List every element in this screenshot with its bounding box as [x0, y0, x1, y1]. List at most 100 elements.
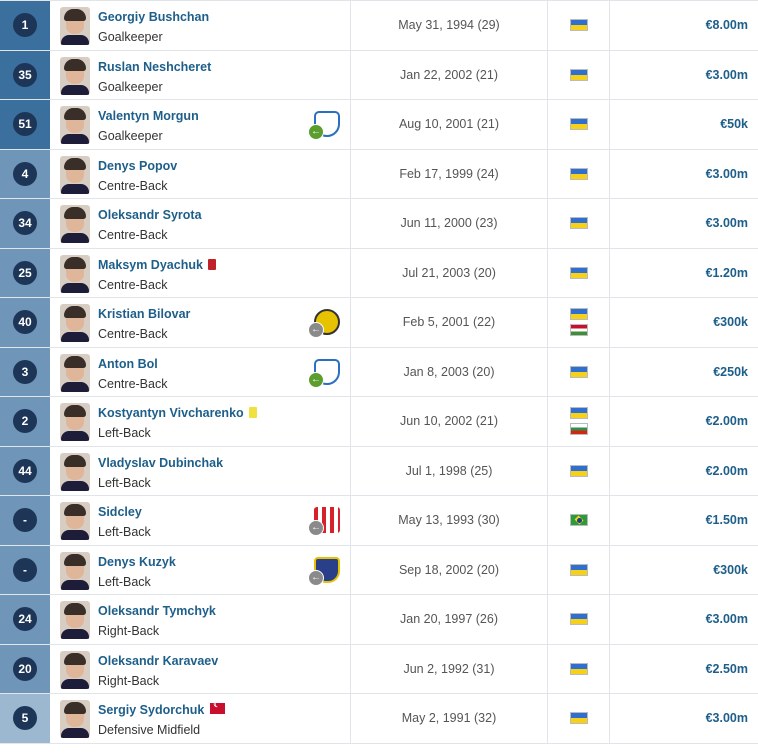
- market-value-link[interactable]: €300k: [713, 315, 748, 330]
- player-photo[interactable]: [60, 254, 90, 293]
- player-photo[interactable]: [60, 601, 90, 639]
- turkey-flag-icon: [210, 700, 226, 714]
- nationality-flag-ua-icon: [569, 217, 588, 230]
- player-position: Centre-Back: [98, 178, 168, 193]
- shirt-number: 5: [13, 706, 37, 731]
- table-row: 35 Ruslan Neshcheret Goalkeeper Jan 22, …: [0, 50, 758, 100]
- player-photo[interactable]: [60, 403, 90, 441]
- market-value-link[interactable]: €8.00m: [705, 18, 748, 33]
- nationality-flag-ua-icon: [569, 19, 588, 32]
- player-name-link[interactable]: Sidcley: [98, 505, 142, 519]
- market-value-link[interactable]: €3.00m: [705, 711, 748, 726]
- shirt-number: 44: [13, 458, 37, 483]
- table-row: 5 Sergiy Sydorchuk Defensive Midfield Ma…: [0, 694, 758, 744]
- player-name-link[interactable]: Denys Kuzyk: [98, 554, 176, 569]
- player-position: Centre-Back: [98, 228, 168, 242]
- club-transfer[interactable]: ←: [308, 309, 344, 339]
- player-name-link[interactable]: Georgiy Bushchan: [98, 10, 210, 24]
- club-transfer[interactable]: ←: [308, 111, 344, 141]
- player-name-link[interactable]: Valentyn Morgun: [98, 109, 199, 123]
- nationality-flag-ua-icon: [569, 167, 588, 180]
- player-photo[interactable]: [60, 106, 90, 144]
- player-name-link[interactable]: Anton Bol: [98, 356, 158, 371]
- market-value-link[interactable]: €3.00m: [705, 216, 748, 231]
- player-photo[interactable]: [60, 650, 90, 689]
- market-value-link[interactable]: €50k: [720, 117, 748, 132]
- player-photo[interactable]: [60, 155, 90, 194]
- nationality-flag-ua-icon: [569, 266, 588, 279]
- player-name-link[interactable]: Vladyslav Dubinchak: [98, 455, 224, 470]
- player-name-link[interactable]: Maksym Dyachuk: [98, 258, 216, 272]
- nationality-cell: [548, 694, 610, 743]
- market-value-link[interactable]: €300k: [713, 562, 748, 577]
- player-photo[interactable]: [60, 205, 90, 243]
- date-of-birth: Jan 22, 2002 (21): [351, 50, 548, 99]
- shirt-number-cell: 5: [0, 694, 50, 743]
- club-transfer[interactable]: ←: [308, 507, 344, 537]
- player-cell: Anton Bol Centre-Back ←: [50, 347, 351, 396]
- loan-arrow-icon: ←: [308, 322, 324, 338]
- table-row: 44 Vladyslav Dubinchak Left-Back Jul 1, …: [0, 446, 758, 496]
- nationality-flag-ua-icon: [569, 118, 588, 131]
- market-value-link[interactable]: €3.00m: [705, 67, 748, 82]
- player-cell: Oleksandr Tymchyk Right-Back: [50, 595, 351, 644]
- loan-arrow-icon: ←: [308, 371, 324, 388]
- market-value-link[interactable]: €250k: [713, 364, 748, 379]
- market-value-link[interactable]: €1.20m: [705, 265, 748, 280]
- date-of-birth: Jun 10, 2002 (21): [351, 397, 548, 446]
- player-photo[interactable]: [60, 700, 90, 738]
- player-name-link[interactable]: Kristian Bilovar: [98, 307, 191, 321]
- club-transfer[interactable]: ←: [308, 556, 344, 587]
- player-photo[interactable]: [60, 551, 90, 590]
- player-name-link[interactable]: Ruslan Neshcheret: [98, 59, 212, 74]
- player-photo[interactable]: [60, 502, 90, 540]
- player-name-link[interactable]: Oleksandr Tymchyk: [98, 604, 216, 618]
- shirt-number: 34: [13, 211, 37, 236]
- player-photo[interactable]: [60, 452, 90, 491]
- player-photo[interactable]: [60, 7, 90, 45]
- player-name-link[interactable]: Kostyantyn Vivcharenko: [98, 406, 257, 420]
- player-position: Left-Back: [98, 475, 151, 490]
- date-of-birth: May 2, 1991 (32): [351, 694, 548, 743]
- shirt-number-cell: 4: [0, 149, 50, 198]
- table-row: - Sidcley Left-Back ← May 13, 1993 (30) …: [0, 496, 758, 546]
- nationality-cell: [548, 347, 610, 396]
- table-row: 34 Oleksandr Syrota Centre-Back Jun 11, …: [0, 199, 758, 249]
- player-name-link[interactable]: Oleksandr Karavaev: [98, 653, 219, 668]
- player-photo[interactable]: [60, 56, 90, 95]
- date-of-birth: Sep 18, 2002 (20): [351, 545, 548, 594]
- player-cell: Maksym Dyachuk Centre-Back: [50, 248, 351, 297]
- player-photo[interactable]: [60, 353, 90, 392]
- player-position: Goalkeeper: [98, 79, 163, 94]
- player-position: Defensive Midfield: [98, 723, 201, 737]
- market-value-link[interactable]: €2.50m: [705, 661, 748, 676]
- market-value-link[interactable]: €2.00m: [705, 463, 748, 478]
- player-name-link[interactable]: Sergiy Sydorchuk: [98, 700, 226, 717]
- date-of-birth: Feb 5, 2001 (22): [351, 298, 548, 347]
- table-row: 24 Oleksandr Tymchyk Right-Back Jan 20, …: [0, 595, 758, 645]
- loan-arrow-icon: ←: [308, 520, 324, 536]
- table-row: 25 Maksym Dyachuk Centre-Back Jul 21, 20…: [0, 248, 758, 298]
- market-value-link[interactable]: €3.00m: [705, 166, 748, 181]
- market-value-link[interactable]: €1.50m: [705, 513, 748, 528]
- player-position: Right-Back: [98, 673, 160, 688]
- table-row: 51 Valentyn Morgun Goalkeeper ← Aug 10, …: [0, 100, 758, 150]
- date-of-birth: Jun 2, 1992 (31): [351, 644, 548, 693]
- date-of-birth: May 13, 1993 (30): [351, 496, 548, 545]
- nationality-flag-ua-icon: [569, 365, 588, 378]
- player-cell: Sidcley Left-Back ←: [50, 496, 351, 545]
- market-value-link[interactable]: €2.00m: [705, 414, 748, 429]
- nationality-cell: [548, 545, 610, 594]
- market-value-link[interactable]: €3.00m: [705, 612, 748, 627]
- player-cell: Kristian Bilovar Centre-Back ←: [50, 298, 351, 347]
- shirt-number-cell: 40: [0, 298, 50, 347]
- player-name-link[interactable]: Denys Popov: [98, 158, 178, 173]
- player-name-link[interactable]: Oleksandr Syrota: [98, 208, 202, 222]
- table-row: 3 Anton Bol Centre-Back ← Jan 8, 2003 (2…: [0, 347, 758, 397]
- shirt-number: 25: [13, 260, 37, 285]
- player-photo[interactable]: [60, 304, 90, 342]
- club-transfer[interactable]: ←: [308, 358, 344, 389]
- table-row: 2 Kostyantyn Vivcharenko Left-Back Jun 1…: [0, 397, 758, 447]
- loan-arrow-icon: ←: [308, 569, 324, 586]
- shirt-number: 1: [13, 13, 37, 38]
